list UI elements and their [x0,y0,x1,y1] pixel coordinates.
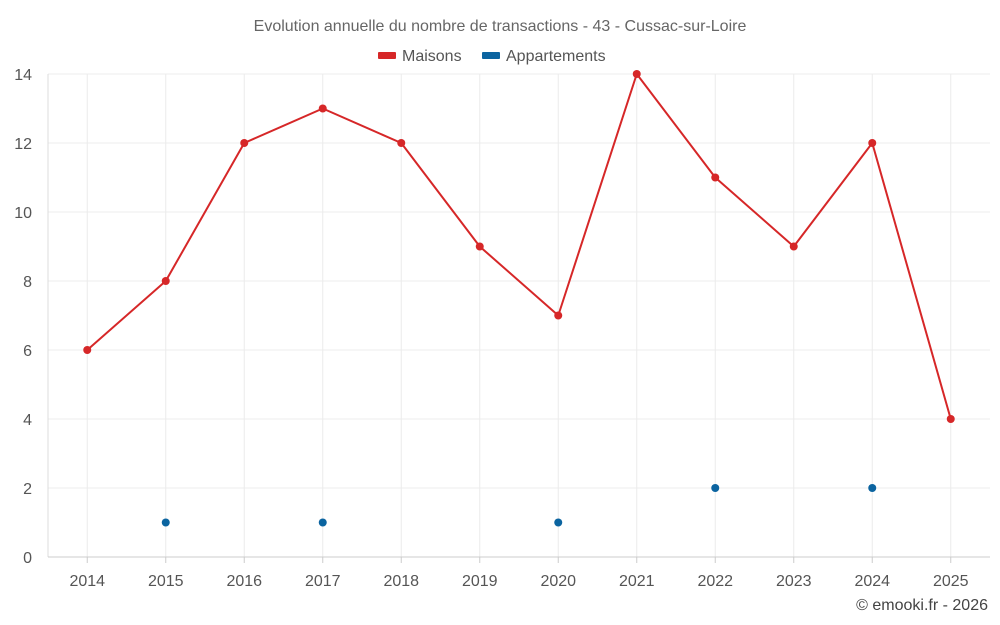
data-point-maisons-2024[interactable] [868,139,877,147]
x-tick-label: 2017 [305,573,341,590]
data-point-maisons-2022[interactable] [711,173,720,182]
data-point-appartements-2024[interactable] [868,484,877,492]
series-line-maisons [86,73,952,420]
legend: Maisons Appartements [378,48,606,65]
data-point-appartements-2017[interactable] [318,518,327,527]
legend-label-maisons: Maisons [402,48,462,65]
y-tick-label: 6 [23,343,32,360]
y-tick-label: 0 [23,550,32,567]
legend-swatch-appartements [482,52,500,59]
data-point-maisons-2020[interactable] [554,311,563,320]
data-point-maisons-2023[interactable] [789,242,798,251]
legend-swatch-maisons [378,52,396,59]
x-tick-label: 2018 [383,573,419,590]
data-point-maisons-2017[interactable] [318,104,327,113]
data-point-maisons-2016[interactable] [240,139,249,147]
x-tick-label: 2023 [776,573,812,590]
y-tick-label: 4 [23,412,32,429]
y-tick-label: 8 [23,274,32,291]
y-tick-label: 12 [14,136,32,153]
legend-item-appartements[interactable]: Appartements [482,48,606,65]
data-point-maisons-2014[interactable] [83,346,92,354]
x-tick-label: 2025 [933,573,969,590]
legend-label-appartements: Appartements [506,48,606,65]
y-tick-label: 2 [23,481,32,498]
chart-title: Evolution annuelle du nombre de transact… [254,18,747,35]
x-tick-label: 2014 [69,573,105,590]
credit-text: © emooki.fr - 2026 [856,597,988,614]
x-tick-label: 2020 [540,573,576,590]
x-tick-label: 2016 [226,573,262,590]
axes [47,74,990,563]
grid [48,73,990,557]
y-axis-ticks: 0 2 4 6 8 10 12 14 [14,67,32,567]
x-tick-label: 2022 [697,573,733,590]
data-point-maisons-2019[interactable] [475,242,484,251]
x-tick-label: 2019 [462,573,498,590]
y-tick-label: 10 [14,205,32,222]
series-layer [83,70,955,527]
data-point-maisons-2021[interactable] [632,70,641,78]
data-point-maisons-2025[interactable] [946,415,955,423]
data-point-maisons-2018[interactable] [397,139,406,147]
data-point-maisons-2015[interactable] [161,277,170,285]
data-point-appartements-2015[interactable] [161,518,170,527]
x-tick-label: 2021 [619,573,655,590]
x-tick-label: 2024 [854,573,890,590]
y-tick-label: 14 [14,67,32,84]
x-axis-ticks: 2014 2015 2016 2017 2018 2019 2020 2021 2022 2023… [69,573,968,590]
data-point-appartements-2020[interactable] [554,518,563,527]
legend-item-maisons[interactable]: Maisons [378,48,462,65]
data-point-appartements-2022[interactable] [711,484,720,492]
x-tick-label: 2015 [148,573,184,590]
